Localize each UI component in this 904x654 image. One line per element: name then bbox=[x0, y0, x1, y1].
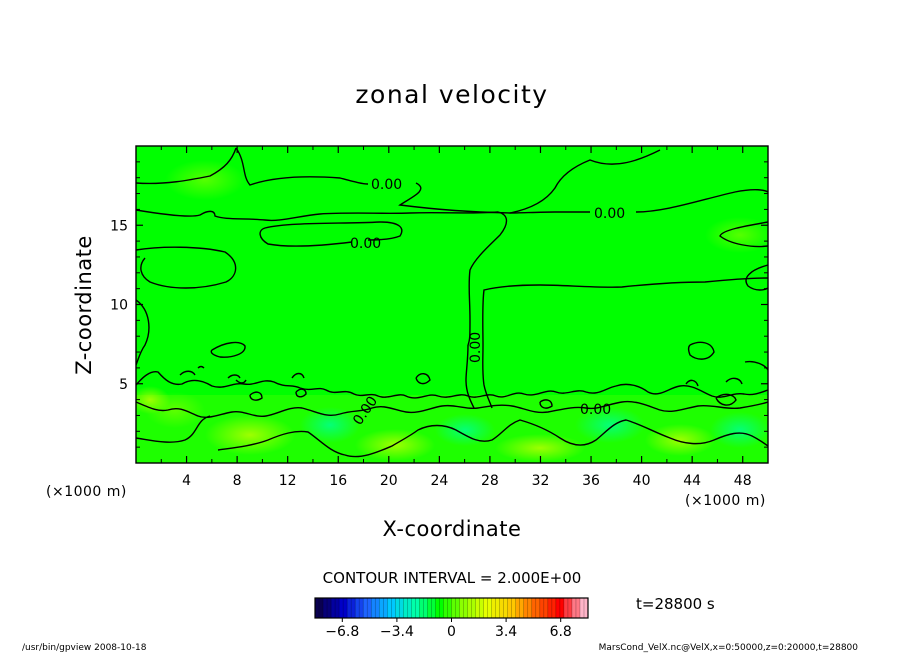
colorbar-segment bbox=[363, 598, 372, 618]
colorbar-tick-label: −6.8 bbox=[325, 624, 359, 640]
colorbar-tick-label: 6.8 bbox=[550, 624, 572, 640]
colorbar-segment bbox=[395, 598, 404, 618]
colorbar-segment bbox=[411, 598, 420, 618]
colorbar-segment bbox=[507, 598, 517, 618]
colorbar-segment bbox=[451, 598, 461, 618]
colorbar-segment bbox=[459, 598, 469, 618]
colorbar-segment bbox=[547, 598, 557, 618]
colorbar-segment bbox=[467, 598, 477, 618]
colorbar-tick-label: 0 bbox=[447, 624, 456, 640]
y-axis-unit: (×1000 m) bbox=[46, 484, 127, 500]
colorbar-segment bbox=[539, 598, 549, 618]
time-label: t=28800 s bbox=[636, 595, 715, 613]
colorbar-segment bbox=[579, 598, 589, 618]
contour-label: 0.00 bbox=[594, 206, 625, 222]
colorbar-segment bbox=[563, 598, 573, 618]
x-tick-label: 24 bbox=[430, 473, 448, 489]
colorbar-segment bbox=[339, 598, 348, 618]
colorbar-segment bbox=[355, 598, 364, 618]
colorbar-segment bbox=[499, 598, 509, 618]
footer-right: MarsCond_VelX.nc@VelX,x=0:50000,z=0:2000… bbox=[599, 643, 859, 653]
colorbar-segment bbox=[379, 598, 388, 618]
colorbar-segment bbox=[387, 598, 396, 618]
contour-interval-text: CONTOUR INTERVAL = 2.000E+00 bbox=[323, 569, 582, 587]
colorbar-segment bbox=[323, 598, 332, 618]
x-tick-label: 48 bbox=[734, 473, 752, 489]
colorbar-segment bbox=[331, 598, 340, 618]
colorbar-segment bbox=[483, 598, 493, 618]
colorbar-segment bbox=[515, 598, 525, 618]
x-tick-label: 44 bbox=[683, 473, 701, 489]
y-tick-label: 5 bbox=[119, 377, 128, 393]
y-axis-label: Z-coordinate bbox=[72, 235, 96, 375]
contour-label: 0.00 bbox=[468, 332, 484, 363]
x-axis-label: X-coordinate bbox=[383, 517, 522, 541]
colorbar-segment bbox=[403, 598, 412, 618]
footer-left: /usr/bin/gpview 2008-10-18 bbox=[22, 643, 147, 653]
colorbar-tick-label: 3.4 bbox=[495, 624, 517, 640]
colorbar-segment bbox=[347, 598, 356, 618]
colorbar-segment bbox=[531, 598, 541, 618]
colorbar-segment bbox=[315, 598, 324, 618]
x-tick-label: 40 bbox=[633, 473, 651, 489]
chart-title: zonal velocity bbox=[355, 80, 548, 109]
y-tick-label: 15 bbox=[110, 218, 128, 234]
x-tick-label: 36 bbox=[582, 473, 600, 489]
colorbar-segment bbox=[435, 598, 444, 618]
y-axis: 5 10 15 bbox=[110, 161, 768, 448]
x-tick-label: 8 bbox=[233, 473, 242, 489]
field-shading bbox=[136, 160, 768, 463]
colorbar-segment bbox=[571, 598, 581, 618]
colorbar-segment bbox=[419, 598, 428, 618]
x-tick-label: 20 bbox=[380, 473, 398, 489]
x-tick-label: 28 bbox=[481, 473, 499, 489]
colorbar: −6.8 −3.4 0 3.4 6.8 bbox=[314, 597, 589, 640]
x-tick-label: 16 bbox=[329, 473, 347, 489]
contour-lines bbox=[136, 147, 768, 458]
colorbar-segment bbox=[523, 598, 533, 618]
y-tick-label: 10 bbox=[110, 298, 128, 314]
colorbar-segment bbox=[427, 598, 436, 618]
x-tick-label: 32 bbox=[532, 473, 550, 489]
x-axis-unit: (×1000 m) bbox=[685, 493, 766, 509]
colorbar-tick-label: −3.4 bbox=[380, 624, 414, 640]
x-axis: 4 8 12 16 20 24 28 32 36 40 44 48 bbox=[160, 146, 752, 489]
colorbar-segment bbox=[371, 598, 380, 618]
x-tick-label: 12 bbox=[279, 473, 297, 489]
contour-label: 0.00 bbox=[350, 236, 381, 252]
colorbar-segment bbox=[491, 598, 501, 618]
x-tick-label: 4 bbox=[182, 473, 191, 489]
contour-label: 0.00 bbox=[371, 177, 402, 193]
colorbar-segment bbox=[475, 598, 485, 618]
colorbar-segment bbox=[443, 598, 452, 618]
plot-area: 0.00 0.00 0.00 0.00 0.00 0.00 bbox=[135, 145, 769, 464]
contour-label: 0.00 bbox=[580, 402, 611, 418]
colorbar-segment bbox=[555, 598, 565, 618]
